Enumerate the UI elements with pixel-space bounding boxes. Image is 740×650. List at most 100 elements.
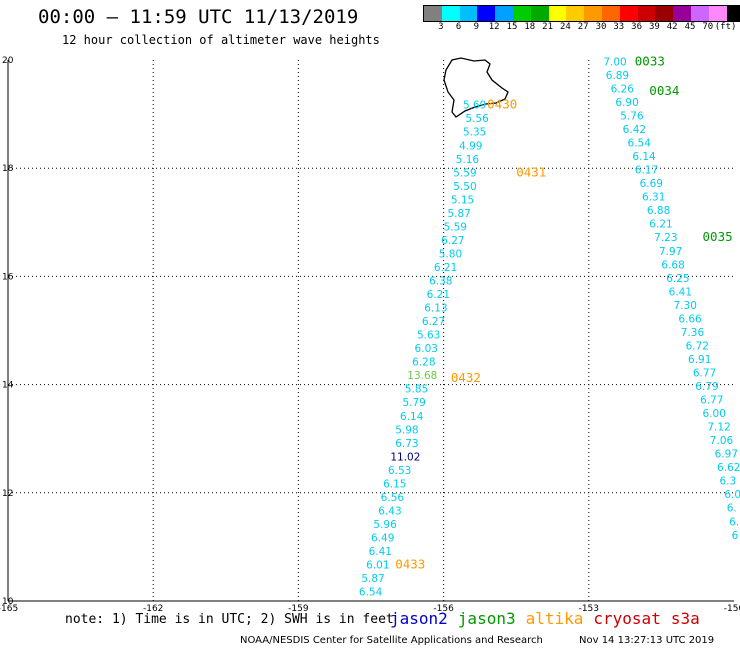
wave-height-value: 6.13 — [424, 303, 447, 315]
wave-height-value: 5.56 — [465, 113, 489, 125]
color-scale-label: 24 — [559, 22, 571, 32]
satellite-legend: jason2 jason3 altika cryosat s3a — [390, 609, 710, 628]
wave-height-value: 5.69 — [463, 100, 486, 112]
pass-time-label: 0430 — [487, 97, 517, 112]
wave-height-value: 6.49 — [371, 532, 394, 544]
wave-height-value: 6.77 — [700, 395, 723, 407]
wave-height-value: 5.59 — [453, 167, 476, 179]
wave-height-value: 6.3 — [719, 476, 736, 488]
wave-height-value: 6.68 — [661, 259, 684, 271]
wave-height-value: 6.54 — [628, 138, 652, 150]
wave-height-value: 6.54 — [359, 587, 383, 599]
wave-height-value: 6.53 — [388, 465, 411, 477]
wave-height-value: 7.06 — [710, 435, 734, 447]
wave-height-value: 6.00 — [703, 408, 726, 420]
wave-height-value: 6.97 — [715, 449, 738, 461]
wave-height-value: 6 — [732, 530, 739, 542]
color-scale-label: (ft) — [714, 22, 737, 32]
color-scale-label: 39 — [648, 22, 660, 32]
credit-text: NOAA/NESDIS Center for Satellite Applica… — [240, 635, 543, 646]
wave-height-value: 6.66 — [678, 313, 702, 325]
color-scale-label: 12 — [488, 22, 500, 32]
legend-item-jason2: jason2 — [390, 609, 448, 628]
latitude-tick-label: 16 — [2, 272, 14, 282]
color-swatch — [708, 6, 727, 21]
wave-height-value: 5.15 — [451, 194, 474, 206]
color-swatch — [530, 6, 549, 21]
wave-height-value: 6.31 — [642, 192, 665, 204]
hawaii-island-outline — [443, 57, 509, 118]
color-scale-label: 21 — [542, 22, 554, 32]
pass-time-label: 0432 — [451, 370, 481, 385]
color-scale-label: 30 — [595, 22, 607, 32]
color-swatch — [548, 6, 567, 21]
wave-height-value: 4.99 — [459, 140, 482, 152]
color-scale-label: 36 — [631, 22, 643, 32]
wave-height-value: 11.02 — [390, 451, 420, 463]
wave-height-value: 6.21 — [649, 219, 672, 231]
big-island-coastline — [443, 57, 509, 118]
chart-title: 00:00 – 11:59 UTC 11/13/2019 — [38, 6, 359, 28]
longitude-tick-label: -156 — [433, 604, 454, 614]
wave-height-value: 6.17 — [635, 165, 658, 177]
wave-height-value: 7.30 — [674, 300, 697, 312]
color-swatch — [566, 6, 585, 21]
wave-height-value: 7.00 — [603, 56, 626, 68]
legend-item-jason3: jason3 — [457, 609, 516, 628]
wave-height-value: 6.0 — [724, 489, 740, 501]
wave-height-value: 6.21 — [427, 289, 450, 301]
color-scale-label: 27 — [577, 22, 589, 32]
color-scale-label: 18 — [524, 22, 536, 32]
chart-subtitle: 12 hour collection of altimeter wave hei… — [62, 33, 380, 47]
wave-height-value: 6.72 — [686, 340, 709, 352]
wave-height-value: 6.41 — [669, 286, 692, 298]
wave-height-value: 5.87 — [361, 573, 384, 585]
wave-height-value: 5.16 — [456, 154, 480, 166]
color-scale-label: 6 — [455, 22, 462, 32]
color-scale-bar — [423, 5, 740, 22]
pass-time-label: 0034 — [649, 83, 679, 98]
wave-height-value: 6.27 — [441, 235, 464, 247]
axis-tick-labels: -165 -162 -159 -156 -153 -150 10 12 14 16 18 20 — [0, 56, 740, 614]
pass-time-label: 0033 — [635, 53, 665, 68]
wave-height-value: 6.03 — [415, 343, 438, 355]
legend-item-s3a: s3a — [670, 609, 700, 628]
wave-height-value: 5.98 — [395, 424, 418, 436]
wave-height-value: 6.91 — [688, 354, 711, 366]
wave-height-value: 7.36 — [681, 327, 705, 339]
wave-height-value: 6. — [729, 516, 739, 528]
wave-height-value: 6.26 — [611, 83, 635, 95]
color-swatch — [584, 6, 602, 21]
wave-height-value: 6.42 — [623, 124, 646, 136]
wave-height-value: 6.15 — [383, 478, 406, 490]
wave-height-value: 6.77 — [693, 367, 716, 379]
color-swatch — [619, 6, 638, 21]
wave-height-value: 5.87 — [447, 208, 470, 220]
wave-height-value: 6.21 — [434, 262, 457, 274]
wave-height-value: 6.90 — [615, 97, 638, 109]
wave-height-value: 7.12 — [707, 422, 730, 434]
wave-height-value: 5.80 — [439, 248, 462, 260]
longitude-tick-label: -153 — [579, 604, 599, 614]
color-swatch — [512, 6, 531, 21]
wave-height-value: 13.68 — [407, 370, 437, 382]
color-scale-label: 33 — [613, 22, 625, 32]
longitude-tick-label: -159 — [288, 604, 309, 614]
color-swatch — [655, 6, 674, 21]
color-scale-label: 42 — [666, 22, 678, 32]
color-swatch — [459, 6, 478, 21]
color-swatch — [726, 6, 740, 21]
wave-height-value: 6. — [727, 503, 737, 515]
pass-time-label: 0433 — [395, 557, 425, 572]
color-scale-label: 70 — [702, 22, 714, 32]
wave-height-value: 5.50 — [453, 181, 476, 193]
wave-height-value: 6.01 — [366, 560, 389, 572]
color-scale-label: 9 — [473, 22, 480, 32]
map-grid — [7, 60, 734, 602]
wave-height-value: 6.14 — [632, 151, 656, 163]
color-scale-labels: 3 6 9 12 15 18 21 24 27 30 33 36 39 42 45 70 (ft) — [423, 22, 736, 34]
color-scale-label: 45 — [684, 22, 696, 32]
wave-height-value: 6.38 — [429, 276, 452, 288]
wave-height-value: 5.59 — [444, 221, 467, 233]
